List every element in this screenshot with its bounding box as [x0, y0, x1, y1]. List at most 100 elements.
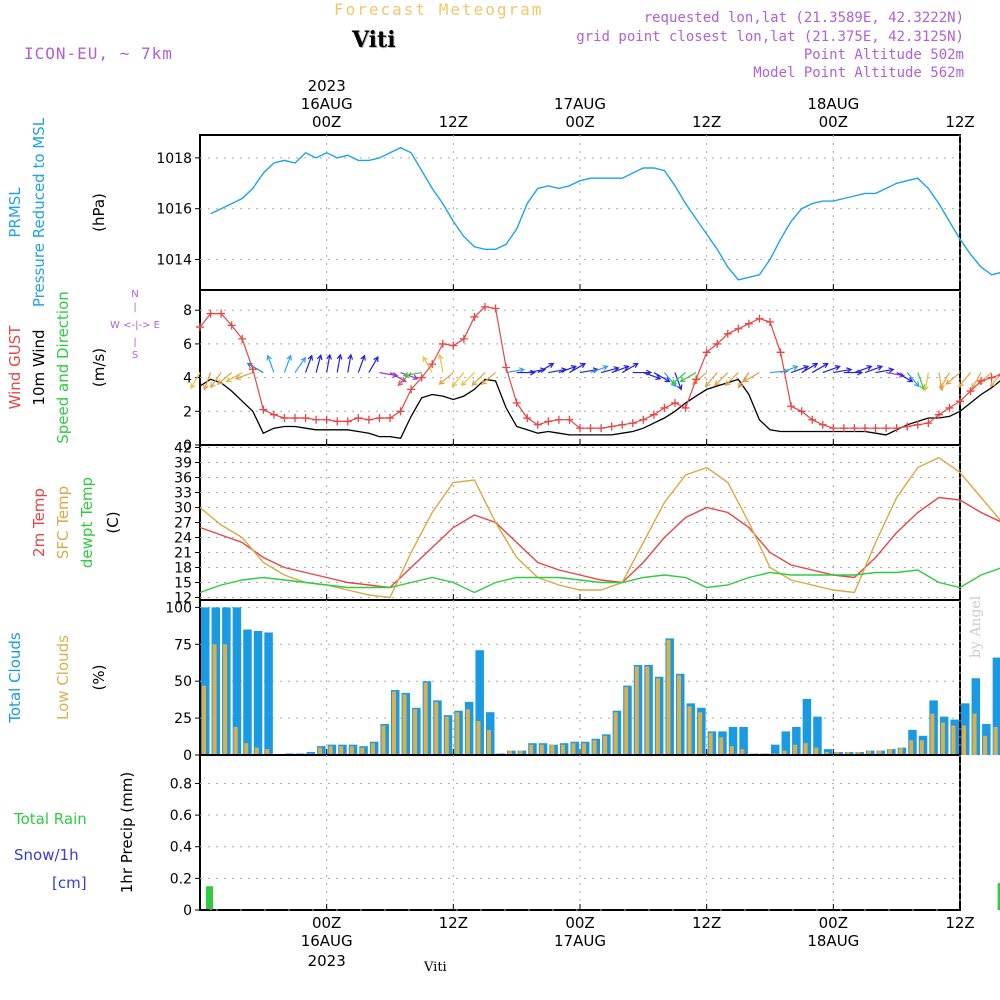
- rain-bar: [997, 883, 1000, 910]
- panel-pressure: 1014 1016 1018 PRMSL Pressure Reduced to MSL…: [6, 117, 1000, 307]
- requested-coords: requested lon,lat (21.3589E, 42.3222N): [643, 10, 964, 26]
- compass-s: S: [132, 350, 138, 361]
- low-cloud-bar: [444, 716, 449, 755]
- wind-arrow-head: [397, 380, 404, 387]
- low-cloud-bar: [265, 749, 270, 755]
- gust-marker: [259, 405, 268, 414]
- wind-arrow-head: [460, 380, 467, 387]
- wind-arrow-shaft: [439, 354, 444, 373]
- total-cloud-bar: [771, 744, 780, 755]
- y-tick-label: 0: [183, 438, 192, 454]
- gust-marker: [734, 324, 743, 333]
- wind-arrow: [875, 367, 895, 374]
- low-cloud-bar: [518, 750, 523, 755]
- y-tick-label: 33: [174, 486, 192, 502]
- wind-arrow-head: [286, 354, 292, 361]
- wind-arrow: [611, 365, 630, 374]
- series-line: [199, 456, 1000, 599]
- wind-arrow-shaft: [590, 365, 608, 374]
- y-axis-label: Low Clouds: [54, 635, 72, 720]
- wind-arrow-shaft: [347, 354, 352, 373]
- wind-arrow-head: [392, 372, 399, 378]
- wind-arrow: [989, 374, 1000, 388]
- y-axis-label: Pressure Reduced to MSL: [30, 117, 48, 307]
- wind-arrow-shaft: [210, 372, 222, 388]
- low-cloud-bar: [360, 747, 365, 755]
- low-cloud-bar: [972, 713, 977, 755]
- low-cloud-bar: [244, 743, 249, 755]
- wind-arrow: [437, 353, 444, 373]
- legend-cm: [cm]: [52, 874, 87, 892]
- low-cloud-bar: [328, 746, 333, 755]
- wind-arrow-head: [834, 365, 841, 371]
- gust-marker: [702, 348, 711, 357]
- wind-arrow: [621, 362, 639, 374]
- gust-marker: [903, 422, 912, 431]
- wind-arrow-head: [190, 383, 196, 390]
- wind-arrow: [304, 354, 314, 373]
- gust-marker: [882, 424, 891, 433]
- gust-marker: [491, 304, 500, 313]
- low-cloud-bar: [223, 644, 228, 755]
- wind-arrow: [569, 362, 587, 374]
- wind-arrow-shaft: [924, 372, 929, 391]
- wind-arrow-head: [266, 354, 272, 361]
- wind-arrow-shaft: [939, 372, 950, 389]
- wind-arrow: [216, 372, 233, 385]
- wind-arrow-shaft: [558, 365, 577, 374]
- low-cloud-bar: [719, 737, 724, 755]
- gust-marker: [343, 417, 352, 426]
- wind-arrow-head: [691, 379, 698, 385]
- wind-arrow: [670, 372, 686, 385]
- panel-frame: [199, 754, 961, 911]
- total-cloud-bar: [232, 607, 242, 755]
- wind-arrow-head: [451, 381, 458, 388]
- y-axis-label: dewpt Temp: [78, 477, 96, 568]
- time-label-bottom: 17AUG: [554, 932, 606, 950]
- wind-arrow-head: [518, 367, 526, 374]
- wind-arrow: [923, 372, 929, 392]
- gust-marker: [438, 339, 447, 348]
- wind-arrow: [896, 372, 914, 383]
- low-cloud-bar: [582, 743, 586, 755]
- gust-marker: [280, 414, 289, 423]
- y-tick-label: 39: [174, 456, 192, 472]
- wind-arrow-head: [945, 379, 952, 385]
- wind-arrow-shaft: [267, 355, 275, 373]
- low-cloud-bar: [413, 709, 418, 755]
- wind-arrow: [368, 355, 379, 373]
- total-cloud-bar: [792, 726, 801, 755]
- wind-arrow-shaft: [906, 372, 920, 387]
- series-line: [199, 496, 1000, 589]
- y-axis-label: Speed and Direction: [54, 291, 72, 444]
- y-tick-label: 0.8: [170, 776, 192, 792]
- gust-marker: [407, 385, 416, 394]
- y-tick-label: 0.6: [170, 808, 192, 824]
- wind-arrow-shaft: [422, 356, 433, 373]
- time-label-top: 12Z: [945, 113, 974, 131]
- wind-arrow-shaft: [705, 372, 718, 387]
- low-cloud-bar: [476, 721, 481, 755]
- time-label-top: 00Z: [819, 113, 848, 131]
- wind-arrow-shaft: [226, 372, 243, 383]
- low-cloud-bar: [560, 744, 565, 755]
- wind-arrow: [357, 354, 366, 373]
- gust-marker: [217, 309, 226, 318]
- time-label-top: 00Z: [312, 113, 341, 131]
- wind-arrow: [516, 369, 536, 376]
- gust-marker: [744, 319, 753, 328]
- wind-arrow-head: [655, 374, 662, 381]
- y-tick-label: 4: [183, 371, 192, 387]
- y-tick-label: 2: [183, 404, 192, 420]
- wind-arrow: [480, 372, 496, 385]
- wind-arrow: [246, 362, 264, 374]
- time-label-top: 2023: [308, 77, 346, 95]
- low-cloud-bar: [434, 701, 439, 755]
- y-tick-label: 50: [174, 674, 192, 690]
- wind-arrow-shaft: [780, 365, 798, 374]
- gust-marker: [892, 424, 901, 433]
- chart-title: Forecast Meteogram: [334, 0, 544, 19]
- low-cloud-bar: [202, 685, 206, 755]
- y-tick-label: 15: [174, 576, 192, 592]
